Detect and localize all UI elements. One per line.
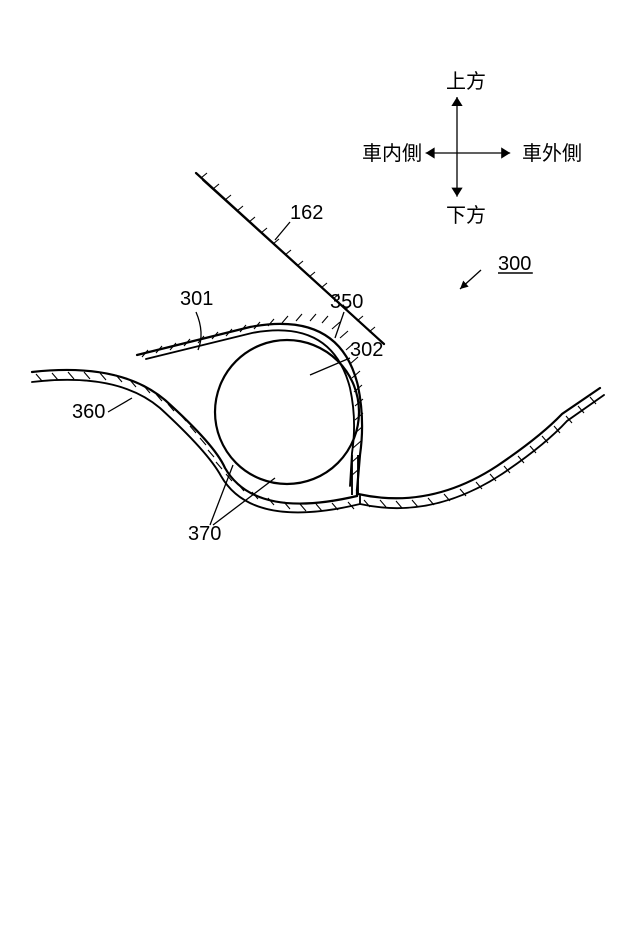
label-162: 162 bbox=[290, 202, 323, 224]
pipe-302 bbox=[215, 340, 359, 484]
compass-right-label: 車外側 bbox=[522, 142, 582, 165]
compass-down-label: 下方 bbox=[446, 204, 486, 227]
label-301: 301 bbox=[180, 288, 213, 310]
label-370: 370 bbox=[188, 523, 221, 545]
label-350: 350 bbox=[330, 291, 363, 313]
diagram-canvas: 上方下方 車内側 車外側 162 300 301 350 302 360 370 bbox=[0, 0, 640, 940]
label-360: 360 bbox=[72, 401, 105, 423]
leader-370a bbox=[210, 465, 233, 525]
leader-162 bbox=[275, 222, 290, 240]
member-360 bbox=[32, 370, 357, 504]
leader-301 bbox=[196, 312, 201, 350]
compass-left-label: 車内側 bbox=[362, 142, 422, 165]
label-300: 300 bbox=[498, 253, 531, 275]
leader-370b bbox=[213, 478, 275, 525]
compass-up-label: 上方 bbox=[446, 70, 486, 93]
label-302: 302 bbox=[350, 339, 383, 361]
leader-360 bbox=[108, 398, 132, 412]
